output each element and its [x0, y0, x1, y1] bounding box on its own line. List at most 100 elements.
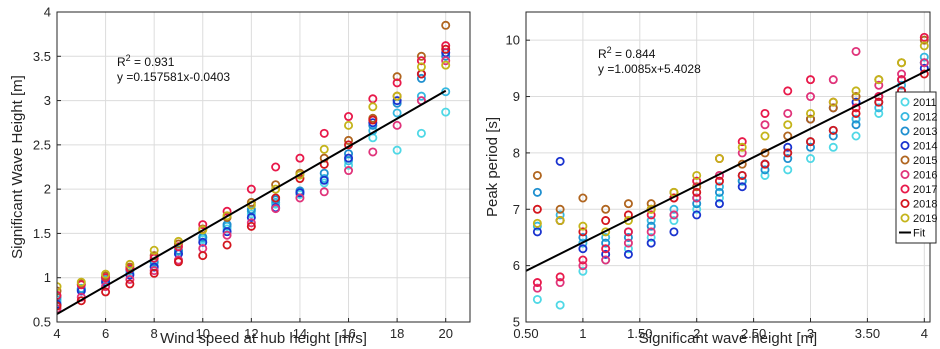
point-2016 [828, 75, 838, 85]
point-2013 [532, 187, 542, 197]
point-2011 [392, 145, 402, 155]
point-2013 [828, 131, 838, 141]
point-2016 [783, 108, 793, 118]
point-2018 [198, 251, 208, 261]
point-2014 [783, 142, 793, 152]
point-2013 [623, 232, 633, 242]
point-2016 [851, 46, 861, 56]
x-tick-label: 14 [293, 326, 307, 341]
point-2019 [76, 277, 86, 287]
legend-box [895, 91, 937, 244]
plot-area [526, 12, 930, 322]
x-tick-label: 3 [807, 326, 814, 341]
legend-label-2015: 2015 [913, 155, 937, 167]
point-2018 [101, 287, 111, 297]
x-tick-label: 10 [196, 326, 210, 341]
point-2015 [601, 204, 611, 214]
point-2012 [714, 182, 724, 192]
point-2019 [295, 170, 305, 180]
point-2017 [532, 278, 542, 288]
point-2011 [806, 154, 816, 164]
point-2011 [532, 294, 542, 304]
point-2011 [692, 204, 702, 214]
point-2016 [623, 238, 633, 248]
point-2018 [828, 125, 838, 135]
fit-equation: y =0.157581x-0.0403 [117, 70, 230, 84]
point-2016 [344, 166, 354, 176]
point-2014 [295, 188, 305, 198]
point-2016 [806, 92, 816, 102]
y-tick-label: 2.5 [33, 137, 51, 152]
point-2018 [851, 108, 861, 118]
point-2018 [246, 221, 256, 231]
legend-marker-2012 [900, 112, 910, 122]
point-2016 [646, 227, 656, 237]
point-2013 [806, 142, 816, 152]
point-2018 [222, 240, 232, 250]
point-2019 [760, 131, 770, 141]
point-2012 [851, 114, 861, 124]
point-2014 [319, 175, 329, 185]
point-2018 [714, 176, 724, 186]
point-2017 [555, 272, 565, 282]
point-2017 [295, 153, 305, 163]
point-2017 [783, 86, 793, 96]
point-2017 [246, 184, 256, 194]
point-2014 [669, 227, 679, 237]
point-2015 [919, 35, 929, 45]
point-2019 [714, 154, 724, 164]
point-2017 [646, 210, 656, 220]
point-2016 [897, 69, 907, 79]
point-2011 [714, 193, 724, 203]
point-2012 [669, 204, 679, 214]
point-2013 [601, 238, 611, 248]
point-2017 [416, 56, 426, 66]
chart-wind-vs-wave-height: 4 6 8 10 12 14 16 18 20 0.5 1 1.5 2 2.5 3 3.5 4 Wind spee… [9, 5, 471, 347]
legend-marker-2011 [900, 97, 910, 107]
y-tick-label: 1 [44, 270, 51, 285]
point-2015 [555, 204, 565, 214]
point-2016 [737, 148, 747, 158]
y-tick-label: 1.5 [33, 226, 51, 241]
point-2017 [392, 78, 402, 88]
legend-label-2017: 2017 [913, 184, 937, 196]
legend: 2011 2012 2013 2014 2015 2016 2017 2018 2019 Fit [895, 91, 937, 244]
axes-box [56, 11, 471, 323]
point-2017 [601, 244, 611, 254]
point-2017 [222, 206, 232, 216]
point-2016 [392, 120, 402, 130]
legend-marker-2018 [900, 198, 910, 208]
point-2011 [555, 300, 565, 310]
point-2011 [441, 107, 451, 117]
x-tick-label: 12 [244, 326, 258, 341]
y-tick-label: 10 [506, 33, 520, 48]
point-2016 [222, 230, 232, 240]
point-2012 [578, 238, 588, 248]
point-2017 [441, 41, 451, 51]
point-2017 [623, 227, 633, 237]
legend-marker-2013 [900, 126, 910, 136]
point-2015 [623, 199, 633, 209]
point-2018 [76, 296, 86, 306]
point-2016 [271, 204, 281, 214]
r-squared-prefix: R [117, 55, 126, 69]
point-2019 [125, 259, 135, 269]
point-2018 [173, 257, 183, 267]
x-axis-label: Wind speed at hub height [m/s] [160, 330, 367, 347]
point-2017 [760, 108, 770, 118]
y-tick-label: 0.5 [33, 315, 51, 330]
point-2019 [692, 170, 702, 180]
point-2016 [919, 58, 929, 68]
point-2015 [416, 51, 426, 61]
point-2011 [416, 128, 426, 138]
series-2016 [532, 46, 929, 293]
point-2011 [578, 266, 588, 276]
point-2017 [578, 255, 588, 265]
point-2019 [271, 184, 281, 194]
point-2016 [441, 56, 451, 66]
r-squared-sup: 2 [126, 53, 131, 63]
point-2013 [737, 176, 747, 186]
y-tick-label: 8 [513, 145, 520, 160]
y-tick-label: 4 [44, 5, 51, 20]
x-tick-label: 1 [579, 326, 586, 341]
